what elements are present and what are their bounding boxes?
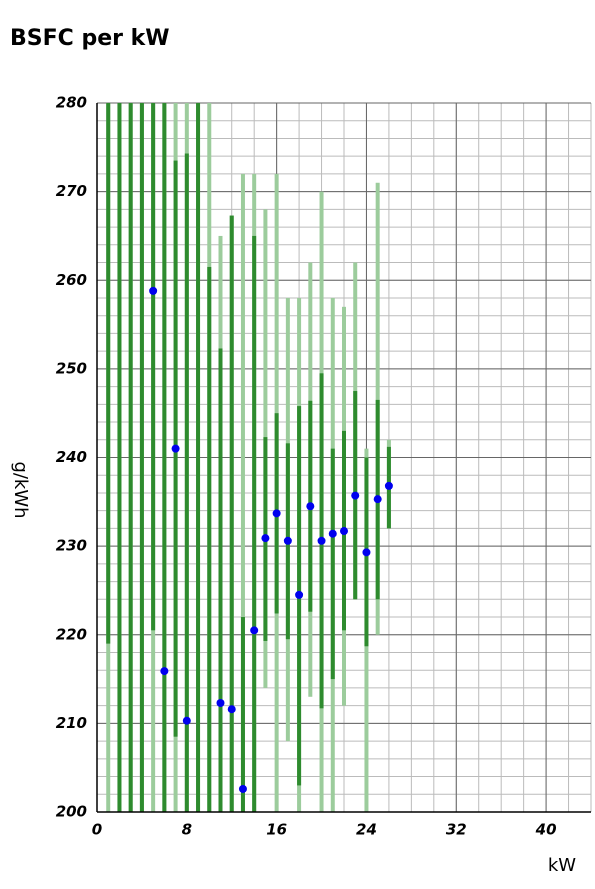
mean-point: [362, 548, 371, 557]
y-tick-label: 240: [56, 448, 87, 466]
range-bar: [162, 103, 167, 812]
mean-point: [373, 495, 382, 504]
mean-point: [261, 534, 270, 543]
mean-point: [384, 481, 393, 490]
y-tick-label: 230: [56, 537, 87, 555]
range-bar: [207, 266, 212, 812]
range-bar: [184, 153, 189, 813]
range-bar: [151, 103, 156, 631]
y-tick-label: 220: [56, 625, 87, 643]
mean-point: [283, 536, 292, 545]
plot-area: [106, 103, 393, 813]
mean-point: [160, 667, 169, 676]
chart-title: BSFC per kW: [10, 26, 170, 51]
mean-point: [328, 529, 337, 538]
range-bar: [252, 235, 257, 812]
mean-point: [238, 784, 247, 793]
x-tick-label: 24: [356, 821, 377, 839]
x-tick-label: 32: [446, 821, 467, 839]
y-tick-label: 200: [56, 803, 87, 821]
x-axis-label: kW: [548, 855, 576, 876]
mean-point: [295, 590, 304, 599]
x-tick-label: 0: [92, 821, 102, 839]
mean-point: [149, 286, 158, 295]
y-tick-label: 250: [56, 359, 87, 377]
y-tick-label: 260: [56, 271, 87, 289]
range-bar: [240, 617, 245, 812]
mean-point: [171, 444, 180, 453]
mean-point: [250, 626, 259, 635]
range-bar: [229, 215, 234, 812]
mean-point: [182, 716, 191, 725]
range-bar: [117, 103, 122, 812]
range-bar: [196, 103, 201, 812]
range-bar: [139, 103, 144, 812]
range-bar: [240, 173, 245, 812]
mean-point: [216, 698, 225, 707]
x-tick-label: 16: [266, 821, 287, 839]
range-bar: [106, 103, 111, 644]
mean-point: [340, 527, 348, 536]
y-tick-label: 210: [56, 714, 87, 732]
x-tick-label: 8: [182, 821, 192, 839]
y-axis-label: g/kWh: [10, 461, 31, 518]
range-bar: [330, 448, 335, 680]
y-tick-label: 270: [56, 182, 87, 200]
range-bar: [218, 348, 223, 812]
range-bar: [128, 103, 133, 812]
y-tick-label: 280: [56, 94, 87, 112]
mean-point: [351, 491, 360, 500]
mean-point: [317, 536, 326, 545]
mean-point: [272, 509, 281, 518]
mean-point: [227, 705, 236, 714]
mean-point: [306, 502, 315, 511]
x-tick-label: 40: [535, 821, 557, 839]
